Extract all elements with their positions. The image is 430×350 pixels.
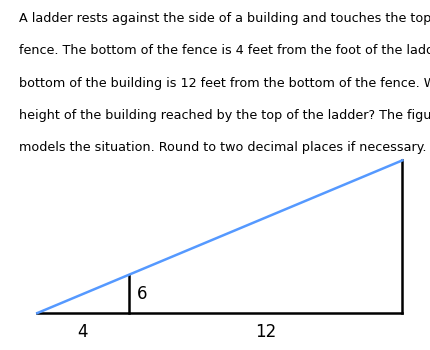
Text: 4: 4 — [77, 323, 88, 341]
Text: fence. The bottom of the fence is 4 feet from the foot of the ladder, and the: fence. The bottom of the fence is 4 feet… — [19, 44, 430, 57]
Text: height of the building reached by the top of the ladder? The figure below: height of the building reached by the to… — [19, 109, 430, 122]
Text: A ladder rests against the side of a building and touches the top of a 6-foot ta: A ladder rests against the side of a bui… — [19, 12, 430, 25]
Text: 12: 12 — [254, 323, 276, 341]
Text: models the situation. Round to two decimal places if necessary.: models the situation. Round to two decim… — [19, 141, 426, 154]
Text: bottom of the building is 12 feet from the bottom of the fence. What is the: bottom of the building is 12 feet from t… — [19, 77, 430, 90]
Text: 6: 6 — [136, 285, 147, 303]
